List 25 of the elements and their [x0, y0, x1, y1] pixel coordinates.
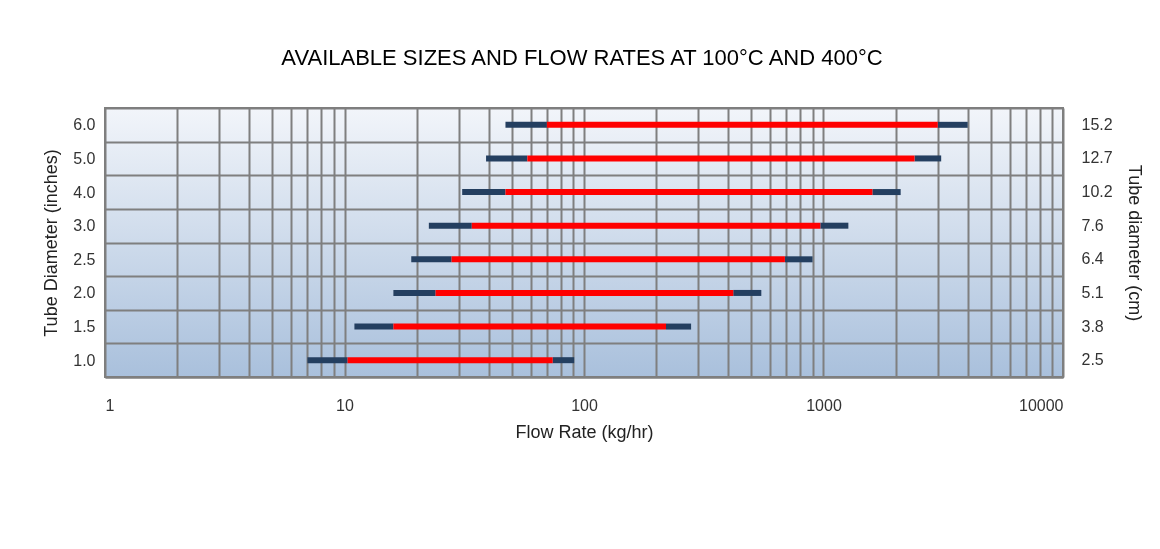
x-tick-label: 100	[571, 396, 598, 414]
y2-tick-label: 6.4	[1081, 250, 1104, 268]
y2-tick-label: 10.2	[1081, 183, 1113, 201]
y-tick-label: 2.0	[73, 284, 96, 302]
y2-tick-label: 5.1	[1081, 283, 1104, 301]
y-tick-label: 5.0	[73, 149, 96, 167]
y-tick-label: 1.0	[73, 351, 96, 369]
x-axis-title: Flow Rate (kg/hr)	[515, 421, 654, 442]
y-axis-title: Tube Diameter (inches)	[41, 149, 62, 337]
y2-tick-label: 15.2	[1081, 115, 1113, 133]
y-tick-label: 1.5	[73, 318, 96, 336]
x-tick-label: 10000	[1019, 396, 1064, 414]
y-tick-label: 2.5	[73, 250, 96, 268]
x-tick-label: 10	[336, 396, 354, 414]
y2-tick-label: 7.6	[1081, 216, 1104, 234]
y2-axis-title: Tube diameter (cm)	[1124, 164, 1145, 322]
y-tick-label: 3.0	[73, 217, 96, 235]
y2-tick-label: 2.5	[1081, 351, 1104, 369]
x-tick-label: 1000	[806, 396, 842, 414]
y2-tick-label: 12.7	[1081, 149, 1113, 167]
x-tick-label: 1	[105, 396, 115, 414]
y-tick-label: 6.0	[73, 116, 96, 134]
y2-tick-label: 3.8	[1081, 317, 1104, 335]
y-tick-label: 4.0	[73, 183, 96, 201]
chart-title: AVAILABLE SIZES AND FLOW RATES AT 100°C AND 400°C	[281, 45, 883, 70]
